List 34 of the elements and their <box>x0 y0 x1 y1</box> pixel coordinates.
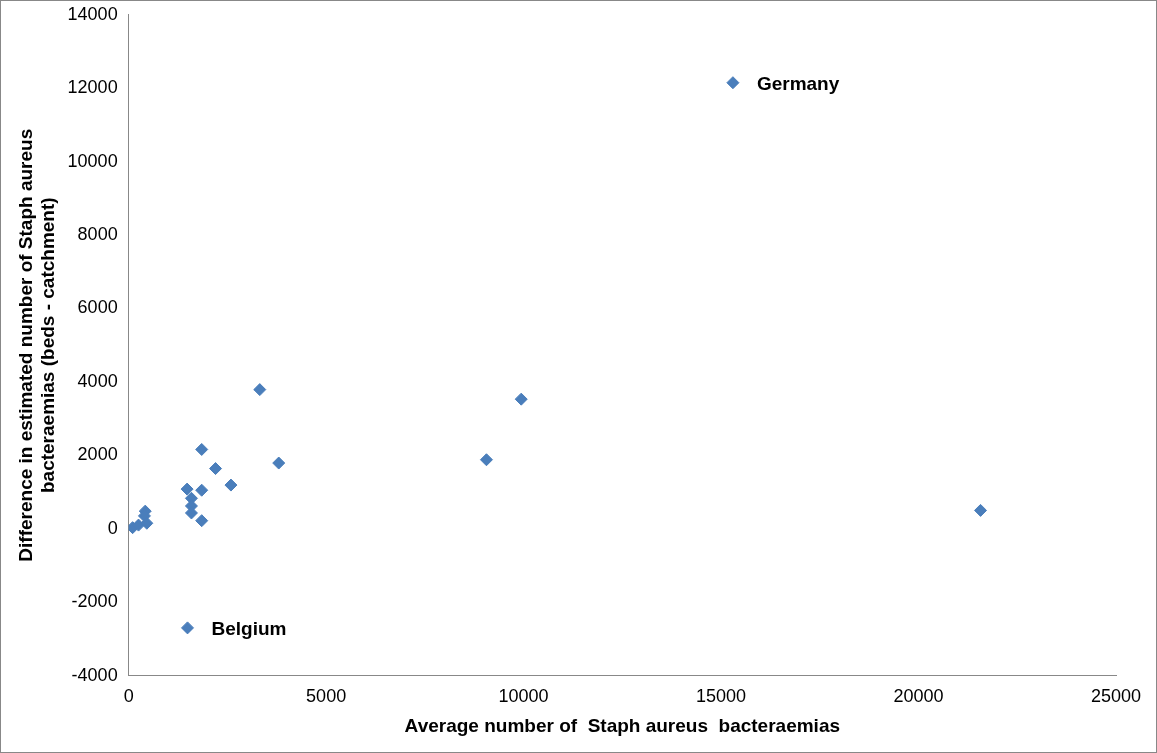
point <box>514 392 528 406</box>
point <box>974 503 988 517</box>
x-tick-label: 20000 <box>893 686 944 707</box>
y-tick-label: -4000 <box>71 664 118 685</box>
point <box>209 462 223 476</box>
y-tick-label: -2000 <box>71 591 118 612</box>
point <box>180 482 194 496</box>
point <box>479 453 493 467</box>
point <box>140 516 154 530</box>
annotation: Belgium <box>211 618 287 640</box>
point <box>726 76 740 90</box>
y-tick-label: 0 <box>107 517 118 538</box>
x-tick-label: 15000 <box>696 686 747 707</box>
y-tick-label: 4000 <box>77 370 118 391</box>
point <box>195 514 209 528</box>
y-tick-label: 6000 <box>77 297 118 318</box>
y-axis-title: Difference in estimated number of Staph aureus bacteraemias (beds - catchment) <box>14 128 59 562</box>
x-axis-title: Average number of Staph aureus bacteraemias <box>404 714 841 736</box>
y-tick-label: 14000 <box>67 3 118 24</box>
y-tick-label: 12000 <box>67 77 118 98</box>
point <box>272 456 286 470</box>
y-tick-label: 8000 <box>77 224 118 245</box>
point <box>253 383 267 397</box>
point <box>224 478 238 492</box>
x-tick-label: 25000 <box>1090 686 1142 707</box>
y-tick-label: 10000 <box>67 150 118 171</box>
point <box>195 442 209 456</box>
x-tick-label: 0 <box>123 686 134 707</box>
x-tick-label: 10000 <box>498 686 549 707</box>
point <box>195 483 209 497</box>
y-tick-label: 2000 <box>77 444 118 465</box>
annotation: Germany <box>756 72 840 94</box>
point <box>181 621 194 635</box>
x-tick-label: 5000 <box>306 686 347 707</box>
